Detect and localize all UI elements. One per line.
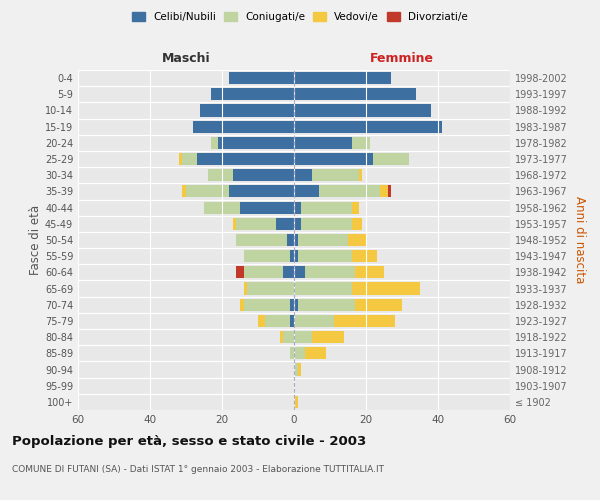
Bar — [298, 234, 348, 246]
Bar — [359, 169, 362, 181]
Bar — [287, 234, 294, 246]
Bar — [294, 348, 305, 360]
Bar — [294, 234, 298, 246]
Bar — [352, 282, 420, 294]
Bar — [294, 153, 373, 165]
Bar — [193, 120, 294, 132]
Bar — [244, 298, 290, 311]
Text: Maschi: Maschi — [161, 52, 211, 65]
Bar — [186, 186, 229, 198]
Bar — [305, 266, 355, 278]
Bar — [236, 218, 276, 230]
Bar — [179, 153, 182, 165]
Bar — [352, 218, 362, 230]
Bar — [388, 186, 391, 198]
Bar — [298, 298, 355, 311]
Bar — [305, 348, 326, 360]
Bar — [211, 137, 218, 149]
Bar — [294, 266, 305, 278]
Bar — [348, 234, 366, 246]
Bar — [182, 153, 197, 165]
Bar — [290, 298, 294, 311]
Bar — [294, 186, 319, 198]
Bar — [294, 169, 312, 181]
Y-axis label: Anni di nascita: Anni di nascita — [573, 196, 586, 284]
Bar — [298, 364, 301, 376]
Bar — [294, 137, 352, 149]
Bar — [200, 104, 294, 117]
Bar — [236, 266, 244, 278]
Text: Femmine: Femmine — [370, 52, 434, 65]
Bar — [352, 202, 359, 213]
Bar — [294, 218, 301, 230]
Bar — [294, 104, 431, 117]
Bar — [294, 250, 298, 262]
Bar — [301, 218, 352, 230]
Bar — [290, 315, 294, 327]
Bar — [319, 186, 380, 198]
Bar — [355, 266, 384, 278]
Bar — [294, 315, 334, 327]
Bar — [233, 218, 236, 230]
Bar — [380, 186, 388, 198]
Bar — [229, 72, 294, 84]
Bar — [294, 120, 442, 132]
Bar — [355, 298, 402, 311]
Bar — [373, 153, 409, 165]
Bar — [334, 315, 395, 327]
Bar — [280, 331, 283, 343]
Bar — [244, 266, 283, 278]
Bar — [312, 331, 344, 343]
Bar — [211, 88, 294, 101]
Bar — [258, 315, 265, 327]
Bar — [290, 348, 294, 360]
Text: Popolazione per età, sesso e stato civile - 2003: Popolazione per età, sesso e stato civil… — [12, 435, 366, 448]
Bar — [265, 315, 290, 327]
Bar — [312, 169, 359, 181]
Y-axis label: Fasce di età: Fasce di età — [29, 205, 42, 275]
Bar — [294, 396, 298, 408]
Bar — [247, 282, 294, 294]
Bar — [182, 186, 186, 198]
Bar — [208, 169, 233, 181]
Bar — [294, 331, 312, 343]
Bar — [244, 282, 247, 294]
Bar — [218, 137, 294, 149]
Bar — [352, 250, 377, 262]
Bar — [276, 218, 294, 230]
Bar — [244, 250, 290, 262]
Bar — [240, 298, 244, 311]
Bar — [294, 202, 301, 213]
Bar — [294, 364, 298, 376]
Bar — [294, 88, 416, 101]
Bar — [197, 153, 294, 165]
Legend: Celibi/Nubili, Coniugati/e, Vedovi/e, Divorziati/e: Celibi/Nubili, Coniugati/e, Vedovi/e, Di… — [128, 8, 472, 26]
Bar — [290, 250, 294, 262]
Bar — [298, 250, 352, 262]
Bar — [294, 72, 391, 84]
Bar — [283, 331, 294, 343]
Bar — [294, 298, 298, 311]
Bar — [283, 266, 294, 278]
Bar — [204, 202, 240, 213]
Bar — [233, 169, 294, 181]
Text: COMUNE DI FUTANI (SA) - Dati ISTAT 1° gennaio 2003 - Elaborazione TUTTITALIA.IT: COMUNE DI FUTANI (SA) - Dati ISTAT 1° ge… — [12, 465, 384, 474]
Bar — [301, 202, 352, 213]
Bar — [240, 202, 294, 213]
Bar — [236, 234, 287, 246]
Bar — [294, 282, 352, 294]
Bar — [229, 186, 294, 198]
Bar — [352, 137, 370, 149]
